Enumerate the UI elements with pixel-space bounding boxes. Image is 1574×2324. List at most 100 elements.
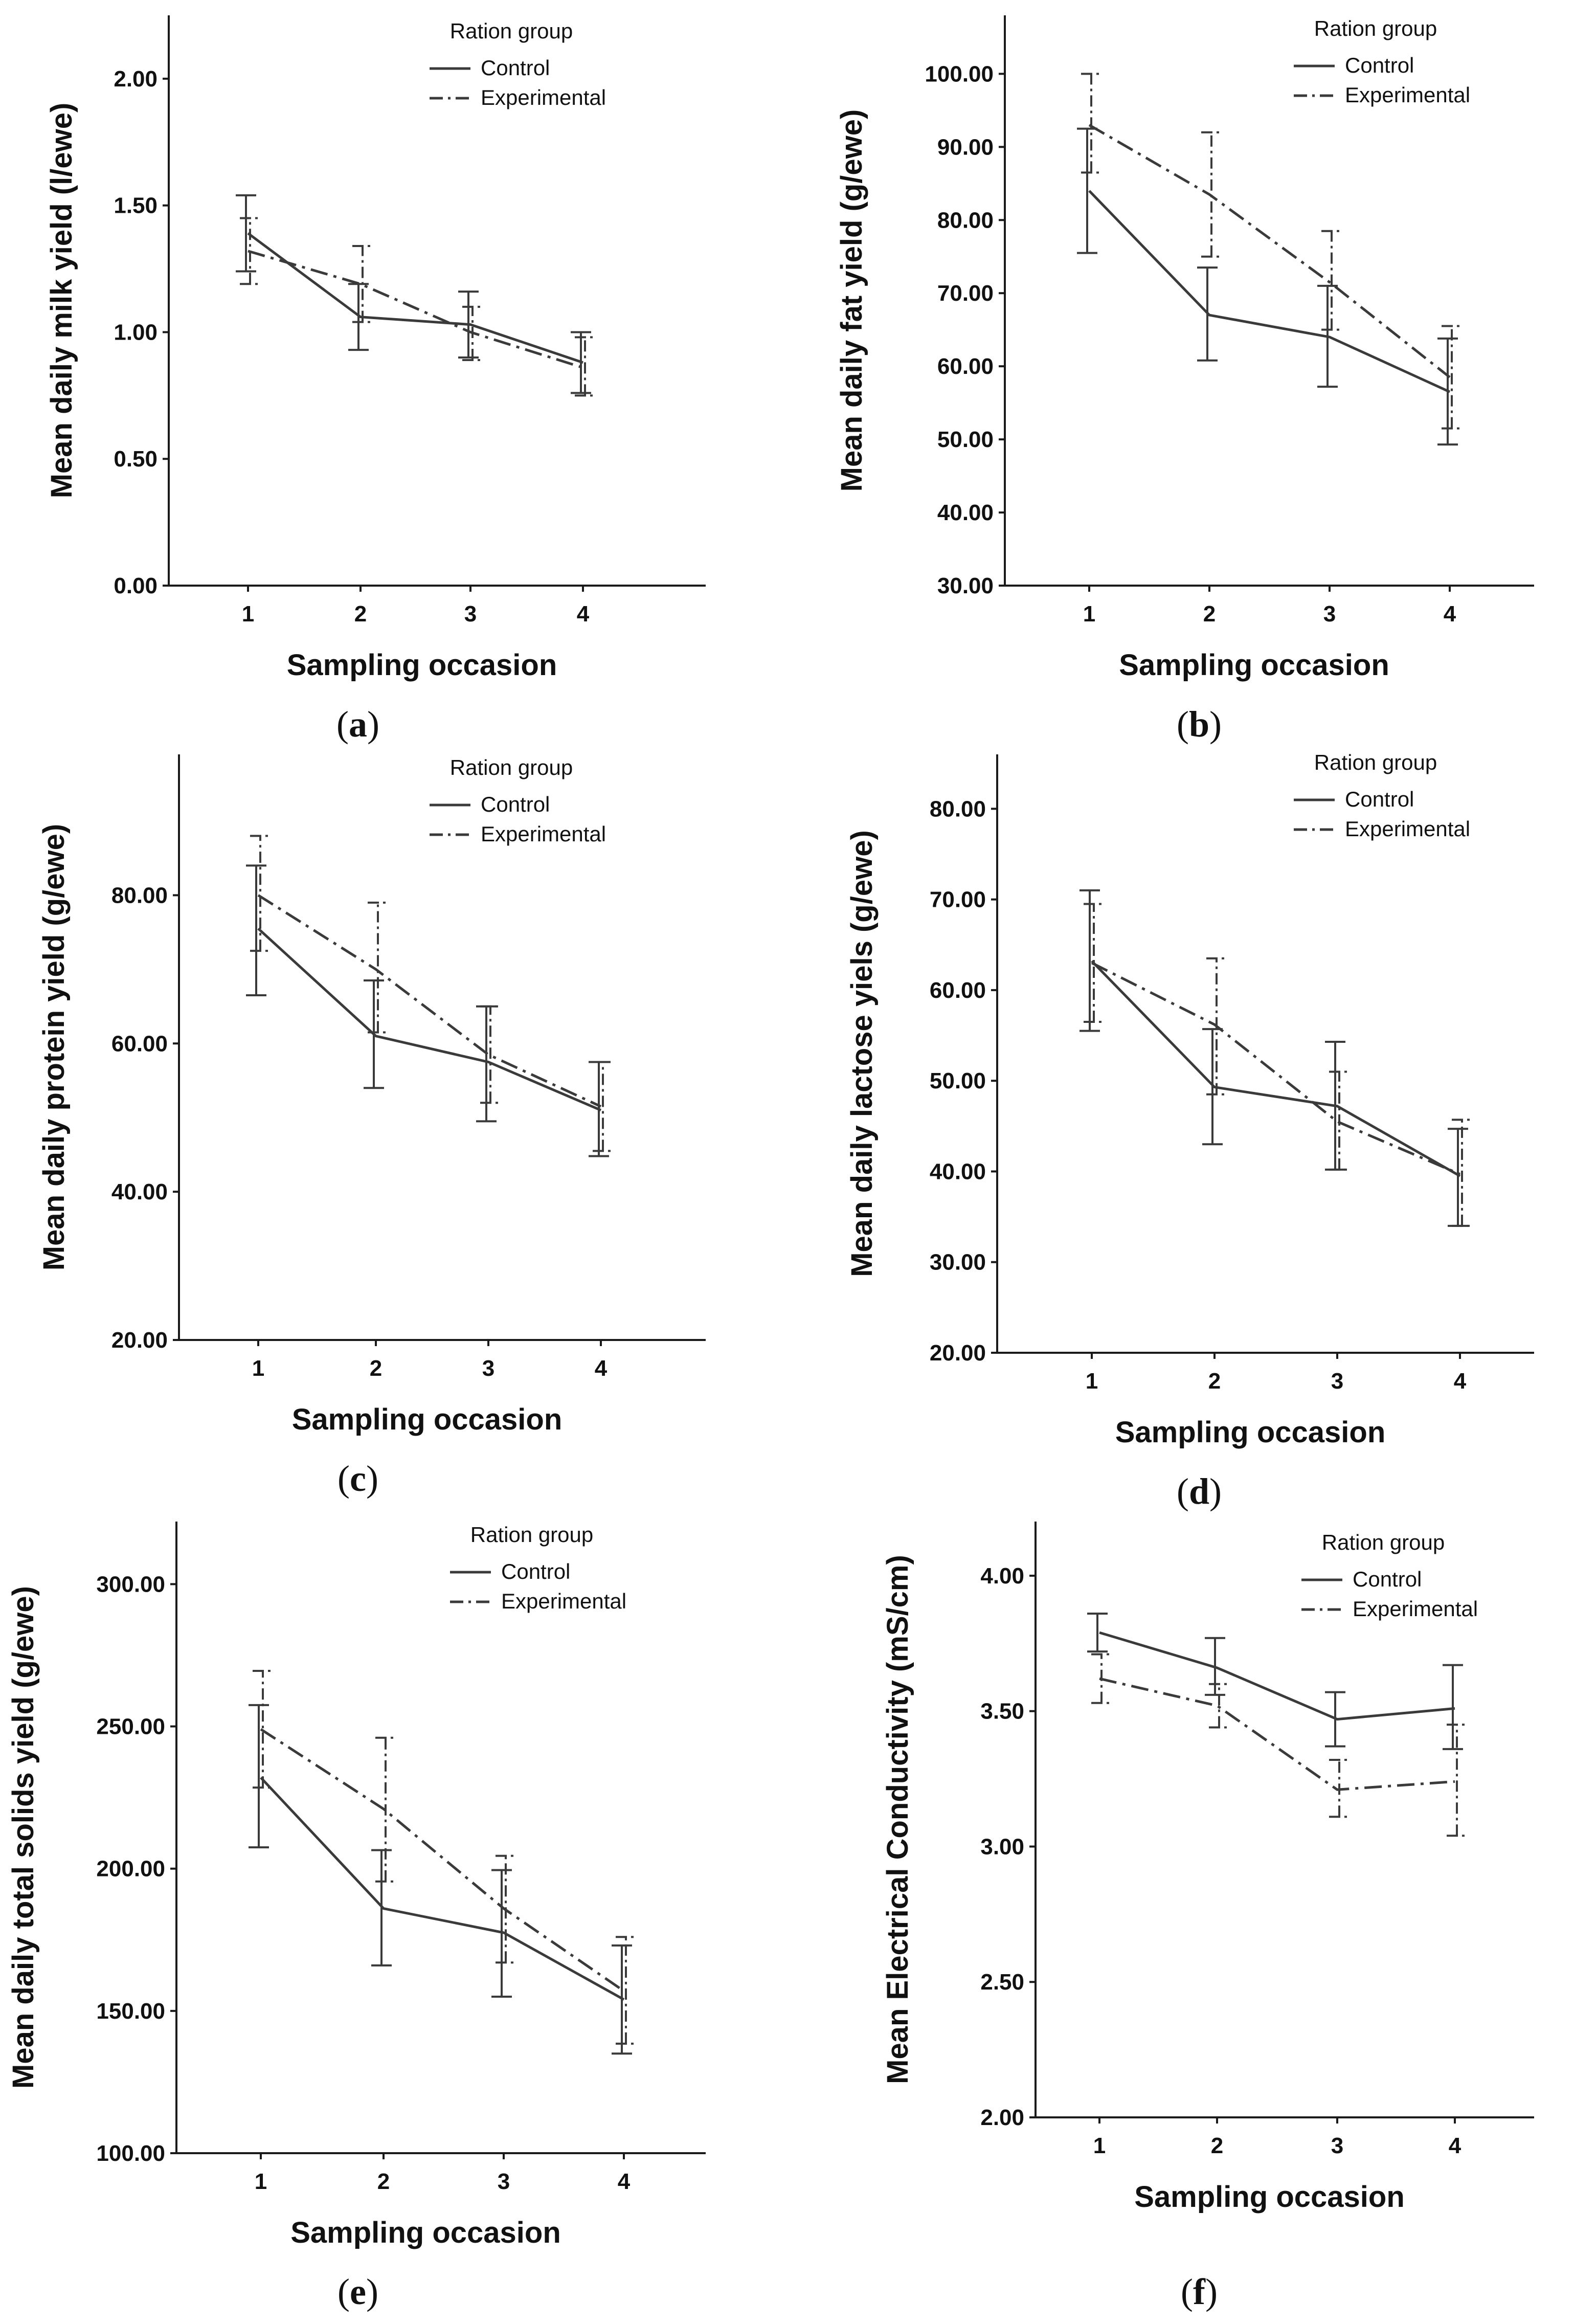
panel-caption: (d) — [1177, 1471, 1222, 1512]
series-line-control — [1088, 190, 1451, 393]
y-tick-label: 40.00 — [111, 1179, 168, 1204]
panel-caption: (a) — [336, 704, 379, 745]
y-tick-label: 2.00 — [114, 66, 158, 92]
y-tick-label: 30.00 — [937, 573, 994, 598]
legend-label-experimental: Experimental — [501, 1589, 626, 1613]
x-tick-label: 3 — [1323, 601, 1336, 627]
x-tick-label: 2 — [370, 1356, 382, 1381]
x-tick-label: 2 — [1203, 601, 1216, 627]
y-tick-label: 20.00 — [930, 1340, 986, 1366]
y-tick-label: 20.00 — [111, 1328, 168, 1353]
x-tick-label: 3 — [498, 2169, 510, 2194]
series-experimental — [240, 217, 595, 397]
y-tick-label: 1.50 — [114, 193, 158, 218]
series-control — [1077, 127, 1458, 446]
y-tick-label: 250.00 — [96, 1714, 165, 1739]
series-line-control — [247, 232, 583, 364]
y-tick-label: 40.00 — [937, 500, 994, 525]
legend-label-experimental: Experimental — [481, 85, 606, 109]
series-line-control — [257, 927, 601, 1111]
y-tick-label: 30.00 — [930, 1250, 986, 1275]
chart-panel-e: 100.00 150.00 200.00 250.00 300.00 1 2 3 4 Sampli… — [7, 1522, 706, 2312]
y-tick-label: 2.00 — [980, 2105, 1024, 2130]
y-axis-title: Mean daily lactose yiels (g/ewe) — [845, 830, 879, 1277]
y-tick-label: 80.00 — [111, 883, 168, 908]
y-tick-label: 40.00 — [930, 1159, 986, 1184]
chart-panel-b: 30.00 40.00 50.00 60.00 70.00 80.00 90.00 100.0… — [835, 15, 1534, 745]
legend-label-experimental: Experimental — [1353, 1597, 1478, 1621]
y-tick-label: 80.00 — [937, 208, 994, 233]
x-axis-title: Sampling occasion — [287, 649, 557, 682]
legend: Ration group Control Experimental — [1294, 16, 1470, 107]
series-control — [1087, 1613, 1463, 1750]
legend-label-control: Control — [481, 792, 550, 816]
chart-panel-c: 20.00 40.00 60.00 80.00 1 2 3 4 Sampling occasio… — [37, 754, 706, 1499]
series-experimental — [250, 835, 613, 1152]
y-axis-title: Mean daily fat yield (g/ewe) — [835, 109, 868, 492]
x-axis-title: Sampling occasion — [292, 1403, 563, 1436]
legend: Ration group Control Experimental — [430, 755, 606, 846]
x-axis-title: Sampling occasion — [1119, 649, 1389, 682]
y-tick-label: 4.00 — [980, 1563, 1024, 1589]
legend-label-experimental: Experimental — [481, 822, 606, 846]
x-tick-label: 4 — [1449, 2133, 1461, 2158]
legend: Ration group Control Experimental — [1301, 1530, 1478, 1621]
x-tick-label: 1 — [242, 601, 254, 627]
legend-title: Ration group — [470, 1523, 594, 1547]
y-tick-label: 150.00 — [96, 1999, 165, 2024]
series-line-experimental — [1088, 124, 1451, 378]
x-tick-label: 2 — [1211, 2133, 1223, 2158]
panel-caption: (f) — [1181, 2271, 1218, 2312]
legend-label-control: Control — [1345, 787, 1414, 811]
y-tick-label: 0.50 — [114, 446, 158, 472]
y-tick-label: 3.00 — [980, 1834, 1024, 1859]
legend-label-control: Control — [1345, 53, 1414, 77]
y-tick-label: 1.00 — [114, 320, 158, 345]
y-tick-label: 200.00 — [96, 1857, 165, 1882]
series-experimental — [253, 1670, 636, 2045]
x-tick-label: 4 — [577, 601, 590, 627]
legend-title: Ration group — [450, 19, 573, 43]
x-tick-label: 3 — [1331, 2133, 1343, 2158]
series-line-experimental — [1091, 962, 1460, 1176]
series-line-experimental — [260, 1728, 625, 1992]
series-experimental — [1081, 73, 1462, 430]
legend-label-experimental: Experimental — [1345, 83, 1470, 107]
y-axis-title: Mean daily protein yield (g/ewe) — [37, 824, 71, 1270]
x-tick-label: 1 — [1083, 601, 1095, 627]
series-experimental — [1084, 903, 1472, 1227]
x-tick-label: 4 — [1454, 1369, 1467, 1394]
x-axis-title: Sampling occasion — [290, 2216, 561, 2249]
y-tick-label: 70.00 — [937, 281, 994, 306]
y-tick-label: 60.00 — [111, 1031, 168, 1056]
y-tick-label: 100.00 — [925, 61, 994, 86]
x-tick-label: 4 — [595, 1356, 608, 1381]
y-tick-label: 60.00 — [930, 978, 986, 1003]
x-tick-label: 1 — [252, 1356, 264, 1381]
y-axis-title: Mean daily milk yield (l/ewe) — [45, 103, 78, 499]
panel-caption: (c) — [338, 1458, 378, 1499]
x-axis-title: Sampling occasion — [1115, 1416, 1386, 1449]
legend-label-control: Control — [481, 56, 550, 80]
x-tick-label: 1 — [1093, 2133, 1106, 2158]
x-tick-label: 1 — [255, 2169, 267, 2194]
x-tick-label: 3 — [482, 1356, 494, 1381]
series-control — [249, 1704, 632, 2055]
y-tick-label: 50.00 — [930, 1068, 986, 1093]
y-tick-label: 60.00 — [937, 354, 994, 379]
series-line-control — [260, 1776, 625, 2001]
y-tick-label: 100.00 — [96, 2141, 165, 2166]
panel-caption: (b) — [1177, 704, 1222, 745]
legend: Ration group Control Experimental — [1294, 750, 1470, 841]
x-tick-label: 1 — [1086, 1369, 1098, 1394]
legend-label-control: Control — [501, 1559, 570, 1583]
series-line-experimental — [1099, 1677, 1455, 1791]
panel-caption: (e) — [338, 2271, 378, 2312]
chart-panel-a: 0.00 0.50 1.00 1.50 2.00 1 2 3 4 Sampling occasio… — [45, 15, 706, 745]
y-axis-title: Mean Electrical Conductivity (mS/cm) — [881, 1555, 914, 2084]
legend: Ration group Control Experimental — [450, 1523, 626, 1613]
chart-panel-d: 20.00 30.00 40.00 50.00 60.00 70.00 80.00 1 2 3 4 S… — [845, 750, 1534, 1512]
y-tick-label: 3.50 — [980, 1699, 1024, 1724]
series-control — [236, 194, 591, 394]
